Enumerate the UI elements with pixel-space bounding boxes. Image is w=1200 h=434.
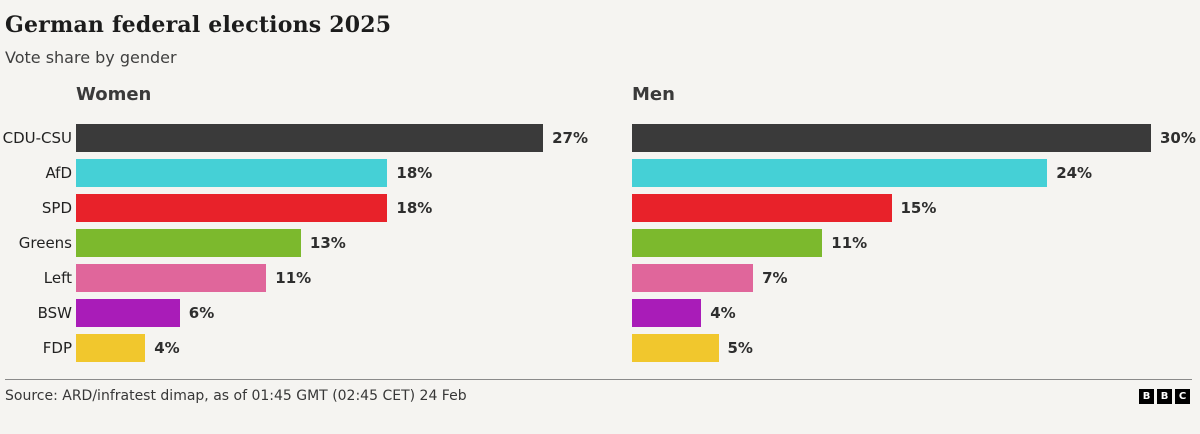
bar-row: Greens 13% xyxy=(0,225,625,260)
value-label: 18% xyxy=(396,163,433,182)
page-subtitle: Vote share by gender xyxy=(5,48,177,67)
bar xyxy=(76,263,267,292)
bar-row: BSW 6% xyxy=(0,295,625,330)
bar xyxy=(632,123,1151,152)
bar xyxy=(76,158,388,187)
bar xyxy=(76,193,388,222)
value-label: 11% xyxy=(831,233,868,252)
panel-header-men: Men xyxy=(632,84,675,105)
party-label: BSW xyxy=(37,303,72,322)
party-label: Left xyxy=(43,268,72,287)
bar-row: FDP 4% xyxy=(0,330,625,365)
footer-divider xyxy=(5,379,1192,380)
bar xyxy=(632,193,892,222)
bar xyxy=(76,333,146,362)
value-label: 18% xyxy=(396,198,433,217)
party-label: Greens xyxy=(18,233,72,252)
value-label: 4% xyxy=(710,303,736,322)
value-label: 5% xyxy=(727,338,753,357)
bbc-logo-block: C xyxy=(1175,389,1190,404)
value-label: 11% xyxy=(275,268,312,287)
bar-row: 24% xyxy=(632,155,1200,190)
value-label: 4% xyxy=(154,338,180,357)
bar-row: AfD 18% xyxy=(0,155,625,190)
bar-row: 11% xyxy=(632,225,1200,260)
bar xyxy=(76,228,301,257)
bar-row: Left 11% xyxy=(0,260,625,295)
value-label: 13% xyxy=(309,233,346,252)
bar xyxy=(76,123,544,152)
chart-panel-women: CDU-CSU 27% AfD 18% SPD 18% Greens 13% Left 11% BS… xyxy=(0,120,625,365)
bar-row: 30% xyxy=(632,120,1200,155)
source-text: Source: ARD/infratest dimap, as of 01:45… xyxy=(5,388,467,404)
page-title: German federal elections 2025 xyxy=(5,12,392,38)
bar-row: SPD 18% xyxy=(0,190,625,225)
party-label: AfD xyxy=(45,163,72,182)
bar xyxy=(632,333,719,362)
value-label: 24% xyxy=(1056,163,1093,182)
bar-row: 4% xyxy=(632,295,1200,330)
bar-row: 15% xyxy=(632,190,1200,225)
value-label: 27% xyxy=(552,128,588,147)
party-label: FDP xyxy=(42,338,72,357)
bar xyxy=(632,263,754,292)
bar xyxy=(76,298,180,327)
bbc-logo-block: B xyxy=(1157,389,1172,404)
bar xyxy=(632,298,702,327)
value-label: 30% xyxy=(1160,128,1196,147)
bar-row: 5% xyxy=(632,330,1200,365)
bar-row: 7% xyxy=(632,260,1200,295)
party-label: SPD xyxy=(41,198,72,217)
bar xyxy=(632,228,823,257)
party-label: CDU-CSU xyxy=(2,128,72,147)
value-label: 6% xyxy=(188,303,215,322)
bbc-logo: B B C xyxy=(1139,389,1190,404)
chart-panel-men: 30% 24% 15% 11% 7% 4% 5% xyxy=(632,120,1200,365)
panel-header-women: Women xyxy=(76,84,152,105)
bar xyxy=(632,158,1048,187)
value-label: 7% xyxy=(762,268,788,287)
bar-row: CDU-CSU 27% xyxy=(0,120,625,155)
bbc-logo-block: B xyxy=(1139,389,1154,404)
value-label: 15% xyxy=(900,198,937,217)
